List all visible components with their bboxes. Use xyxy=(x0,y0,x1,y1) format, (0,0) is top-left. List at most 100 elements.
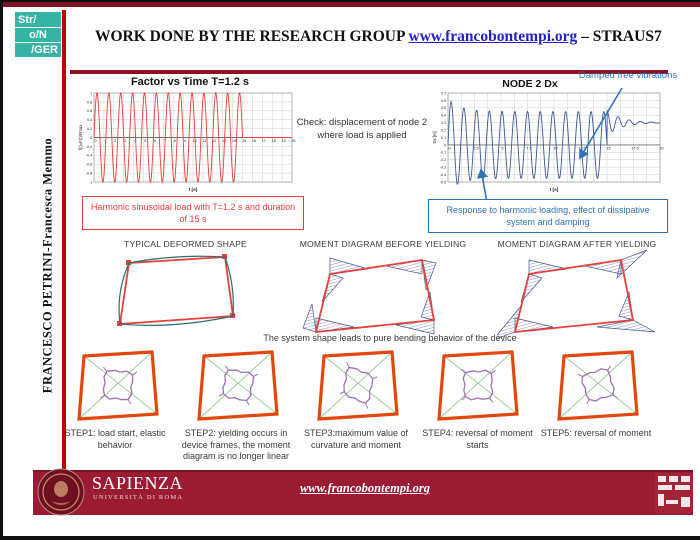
svg-text:17: 17 xyxy=(262,139,266,143)
load-chart-title: Factor vs Time T=1.2 s xyxy=(130,76,250,88)
deformed-shape-diagram xyxy=(117,254,235,326)
top-border xyxy=(0,0,700,2)
sapienza-subtitle: UNIVERSITÀ DI ROMA xyxy=(93,494,184,501)
svg-text:6: 6 xyxy=(154,139,156,143)
svg-text:Dx [m]: Dx [m] xyxy=(432,131,437,143)
svg-text:0.6: 0.6 xyxy=(441,99,446,103)
svg-text:f(t)=F(t)/Fmax: f(t)=F(t)/Fmax xyxy=(78,124,83,151)
svg-text:20: 20 xyxy=(291,139,295,143)
step2-frame-diagram xyxy=(197,350,279,421)
svg-text:5: 5 xyxy=(501,147,503,151)
title-text: WORK DONE BY THE RESEARCH GROUP xyxy=(95,28,405,45)
svg-text:-0.1: -0.1 xyxy=(440,151,446,155)
svg-text:11: 11 xyxy=(202,139,206,143)
svg-text:0.8: 0.8 xyxy=(87,100,92,104)
svg-text:3: 3 xyxy=(124,139,126,143)
response-note-box: Response to harmonic loading, effect of … xyxy=(428,199,668,233)
step4-frame-diagram xyxy=(437,350,519,421)
step1-caption: STEP1: load start, elastic behavior xyxy=(64,428,166,450)
svg-text:20: 20 xyxy=(659,147,663,151)
step5-caption: STEP5: reversal of moment xyxy=(540,428,652,438)
svg-text:10: 10 xyxy=(192,139,196,143)
svg-text:0.2: 0.2 xyxy=(441,128,446,132)
damped-vibrations-annotation: Damped free vibrations xyxy=(578,70,678,81)
red-vertical-divider xyxy=(62,10,66,470)
moment-after-heading: MOMENT DIAGRAM AFTER YIELDING xyxy=(497,239,657,249)
moment-before-diagram xyxy=(302,257,437,335)
stronger-logo: Str/ o/N /GER xyxy=(15,12,61,57)
svg-text:0.3: 0.3 xyxy=(441,121,446,125)
svg-text:2.5: 2.5 xyxy=(473,147,478,151)
svg-text:t [s]: t [s] xyxy=(550,187,559,192)
footer-link[interactable]: www.francobontempi.org xyxy=(299,481,431,495)
step2-caption: STEP2: yielding occurs in device frames,… xyxy=(181,428,291,461)
response-chart-title: NODE 2 Dx xyxy=(502,78,558,90)
title-suffix: – STRAUS7 xyxy=(581,28,662,45)
bottom-border xyxy=(0,536,700,540)
load-note-box: Harmonic sinusoidal load with T=1.2 s an… xyxy=(82,196,304,230)
svg-text:-0.6: -0.6 xyxy=(86,163,92,167)
svg-text:15: 15 xyxy=(242,139,246,143)
svg-text:15: 15 xyxy=(606,147,610,151)
svg-text:-0.2: -0.2 xyxy=(86,145,92,149)
logo-line-1: Str/ xyxy=(15,13,61,28)
svg-text:-0.5: -0.5 xyxy=(440,180,446,184)
svg-text:0.4: 0.4 xyxy=(87,118,92,122)
svg-text:0: 0 xyxy=(444,143,446,147)
svg-text:5: 5 xyxy=(144,139,146,143)
svg-text:10: 10 xyxy=(553,147,557,151)
svg-text:7.5: 7.5 xyxy=(526,147,531,151)
svg-text:2: 2 xyxy=(114,139,116,143)
svg-text:4: 4 xyxy=(134,139,136,143)
logo-line-2: o/N xyxy=(15,28,61,43)
svg-text:9: 9 xyxy=(184,139,186,143)
check-note: Check: displacement of node 2 where load… xyxy=(296,117,428,141)
sapienza-wordmark: SAPIENZA xyxy=(92,473,184,493)
svg-text:0.7: 0.7 xyxy=(441,91,446,95)
svg-text:-0.4: -0.4 xyxy=(86,154,92,158)
author-sidebar-text: FRANCESCO PETRINI-Francesca Memmo xyxy=(40,137,55,394)
slide-title: WORK DONE BY THE RESEARCH GROUP www.fran… xyxy=(95,28,685,46)
svg-text:1: 1 xyxy=(90,91,92,95)
svg-text:16: 16 xyxy=(252,139,256,143)
sapienza-emblem xyxy=(37,468,85,516)
step5-frame-diagram xyxy=(557,350,639,421)
svg-text:8: 8 xyxy=(174,139,176,143)
svg-text:14: 14 xyxy=(232,139,236,143)
top-maroon-bar xyxy=(0,2,700,7)
svg-text:-1: -1 xyxy=(89,180,92,184)
load-factor-chart: -1-0.8-0.6-0.4-0.200.20.40.60.810 1 2 3 4 5 6 7… xyxy=(78,91,296,192)
svg-text:-0.2: -0.2 xyxy=(440,158,446,162)
header-link[interactable]: www.francobontempi.org xyxy=(408,28,578,45)
footer-bar xyxy=(33,470,693,515)
bending-caption: The system shape leads to pure bending b… xyxy=(263,333,517,343)
moment-after-diagram xyxy=(497,249,656,339)
svg-text:17.5: 17.5 xyxy=(631,147,638,151)
svg-text:12: 12 xyxy=(212,139,216,143)
header-rule xyxy=(70,70,668,74)
svg-text:0.4: 0.4 xyxy=(441,114,446,118)
svg-text:0: 0 xyxy=(94,139,96,143)
moment-before-heading: MOMENT DIAGRAM BEFORE YIELDING xyxy=(299,239,467,249)
node2-dx-chart: -0.5-0.4-0.3-0.2-0.100.10.20.30.40.50.60… xyxy=(432,91,664,192)
svg-text:-0.8: -0.8 xyxy=(86,172,92,176)
left-border xyxy=(0,0,3,540)
step1-frame-diagram xyxy=(77,350,159,421)
step4-caption: STEP4: reversal of moment starts xyxy=(422,428,533,450)
fbo-stamp-logo xyxy=(655,473,693,513)
svg-text:-0.4: -0.4 xyxy=(440,173,446,177)
svg-text:0.5: 0.5 xyxy=(441,106,446,110)
svg-text:0: 0 xyxy=(448,147,450,151)
svg-text:-0.3: -0.3 xyxy=(440,166,446,170)
svg-text:18: 18 xyxy=(272,139,276,143)
svg-text:0.2: 0.2 xyxy=(87,127,92,131)
step3-caption: STEP3:maximum value of curvature and mom… xyxy=(303,428,409,450)
svg-text:0.1: 0.1 xyxy=(441,136,446,140)
svg-text:t [s]: t [s] xyxy=(189,187,198,192)
step3-frame-diagram xyxy=(317,350,399,421)
svg-text:19: 19 xyxy=(282,139,286,143)
logo-line-3: /GER xyxy=(31,44,58,56)
svg-text:0: 0 xyxy=(90,136,92,140)
deformed-shape-heading: TYPICAL DEFORMED SHAPE xyxy=(124,239,247,249)
